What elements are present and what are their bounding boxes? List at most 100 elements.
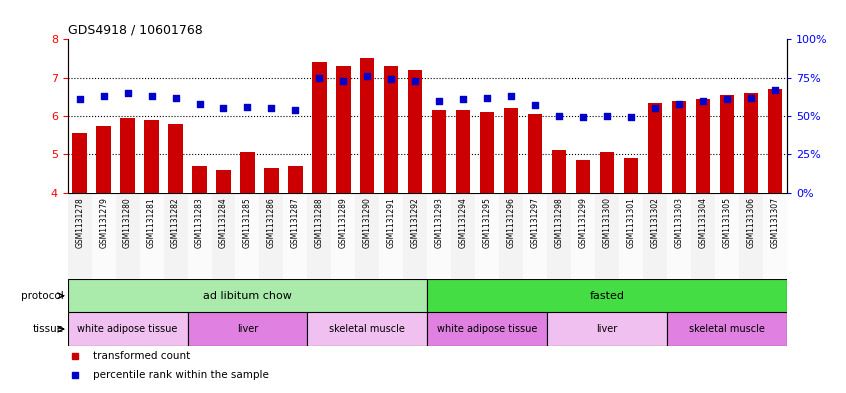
Bar: [120, 118, 135, 193]
Bar: [648, 103, 662, 193]
Bar: [163, 193, 188, 279]
Bar: [672, 101, 686, 193]
Point: [576, 114, 590, 121]
Bar: [145, 120, 159, 193]
Point: [145, 93, 158, 99]
Text: percentile rank within the sample: percentile rank within the sample: [93, 370, 269, 380]
Bar: [695, 99, 710, 193]
Bar: [715, 193, 739, 279]
Bar: [355, 193, 379, 279]
Text: GSM1131304: GSM1131304: [699, 197, 707, 248]
Bar: [427, 279, 787, 312]
Bar: [720, 95, 734, 193]
Point: [265, 105, 278, 111]
Bar: [600, 152, 614, 193]
Text: tissue: tissue: [32, 324, 63, 334]
Point: [744, 94, 758, 101]
Bar: [307, 193, 332, 279]
Bar: [332, 193, 355, 279]
Point: [504, 93, 518, 99]
Point: [432, 97, 446, 104]
Point: [360, 73, 374, 79]
Bar: [288, 166, 303, 193]
Point: [601, 113, 614, 119]
Point: [720, 96, 733, 102]
Bar: [188, 312, 307, 346]
Point: [481, 94, 494, 101]
Bar: [691, 193, 715, 279]
Text: GSM1131284: GSM1131284: [219, 197, 228, 248]
Bar: [432, 110, 447, 193]
Text: white adipose tissue: white adipose tissue: [437, 324, 537, 334]
Bar: [188, 193, 212, 279]
Bar: [192, 166, 206, 193]
Bar: [767, 89, 782, 193]
Bar: [528, 114, 542, 193]
Bar: [739, 193, 763, 279]
Point: [528, 102, 542, 108]
Bar: [499, 193, 523, 279]
Text: GSM1131283: GSM1131283: [195, 197, 204, 248]
Bar: [547, 193, 571, 279]
Bar: [404, 193, 427, 279]
Text: liver: liver: [596, 324, 618, 334]
Text: GSM1131307: GSM1131307: [771, 197, 779, 248]
Text: GSM1131306: GSM1131306: [746, 197, 755, 248]
Text: ad libitum chow: ad libitum chow: [203, 291, 292, 301]
Bar: [523, 193, 547, 279]
Bar: [73, 133, 87, 193]
Bar: [235, 193, 260, 279]
Bar: [384, 66, 398, 193]
Text: liver: liver: [237, 324, 258, 334]
Bar: [475, 193, 499, 279]
Bar: [547, 312, 667, 346]
Bar: [217, 170, 231, 193]
Text: GSM1131300: GSM1131300: [602, 197, 612, 248]
Bar: [379, 193, 404, 279]
Text: GSM1131279: GSM1131279: [99, 197, 108, 248]
Point: [121, 90, 135, 96]
Bar: [312, 62, 327, 193]
Text: GSM1131278: GSM1131278: [75, 197, 84, 248]
Text: GSM1131292: GSM1131292: [411, 197, 420, 248]
Text: GSM1131294: GSM1131294: [459, 197, 468, 248]
Text: GDS4918 / 10601768: GDS4918 / 10601768: [68, 24, 202, 37]
Text: GSM1131301: GSM1131301: [627, 197, 635, 248]
Point: [552, 113, 566, 119]
Text: GSM1131295: GSM1131295: [483, 197, 492, 248]
Bar: [68, 193, 91, 279]
Point: [217, 105, 230, 111]
Bar: [168, 123, 183, 193]
Text: GSM1131296: GSM1131296: [507, 197, 515, 248]
Text: protocol: protocol: [20, 291, 63, 301]
Point: [672, 101, 685, 107]
Text: fasted: fasted: [590, 291, 624, 301]
Text: GSM1131289: GSM1131289: [339, 197, 348, 248]
Text: GSM1131285: GSM1131285: [243, 197, 252, 248]
Text: GSM1131291: GSM1131291: [387, 197, 396, 248]
Point: [73, 96, 86, 102]
Point: [288, 107, 302, 113]
Bar: [763, 193, 787, 279]
Bar: [504, 108, 519, 193]
Bar: [264, 168, 278, 193]
Bar: [427, 312, 547, 346]
Point: [624, 114, 638, 121]
Bar: [619, 193, 643, 279]
Text: GSM1131303: GSM1131303: [674, 197, 684, 248]
Point: [409, 77, 422, 84]
Text: GSM1131280: GSM1131280: [124, 197, 132, 248]
Bar: [307, 312, 427, 346]
Bar: [336, 66, 350, 193]
Point: [648, 105, 662, 111]
Text: white adipose tissue: white adipose tissue: [78, 324, 178, 334]
Text: transformed count: transformed count: [93, 351, 190, 361]
Text: GSM1131282: GSM1131282: [171, 197, 180, 248]
Bar: [360, 59, 375, 193]
Bar: [68, 312, 188, 346]
Bar: [480, 112, 494, 193]
Text: GSM1131298: GSM1131298: [555, 197, 563, 248]
Point: [240, 104, 254, 110]
Point: [384, 76, 398, 82]
Bar: [140, 193, 163, 279]
